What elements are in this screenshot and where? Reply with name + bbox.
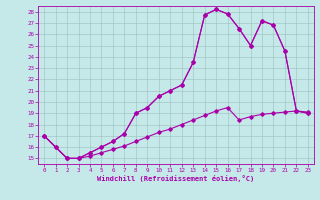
- X-axis label: Windchill (Refroidissement éolien,°C): Windchill (Refroidissement éolien,°C): [97, 175, 255, 182]
